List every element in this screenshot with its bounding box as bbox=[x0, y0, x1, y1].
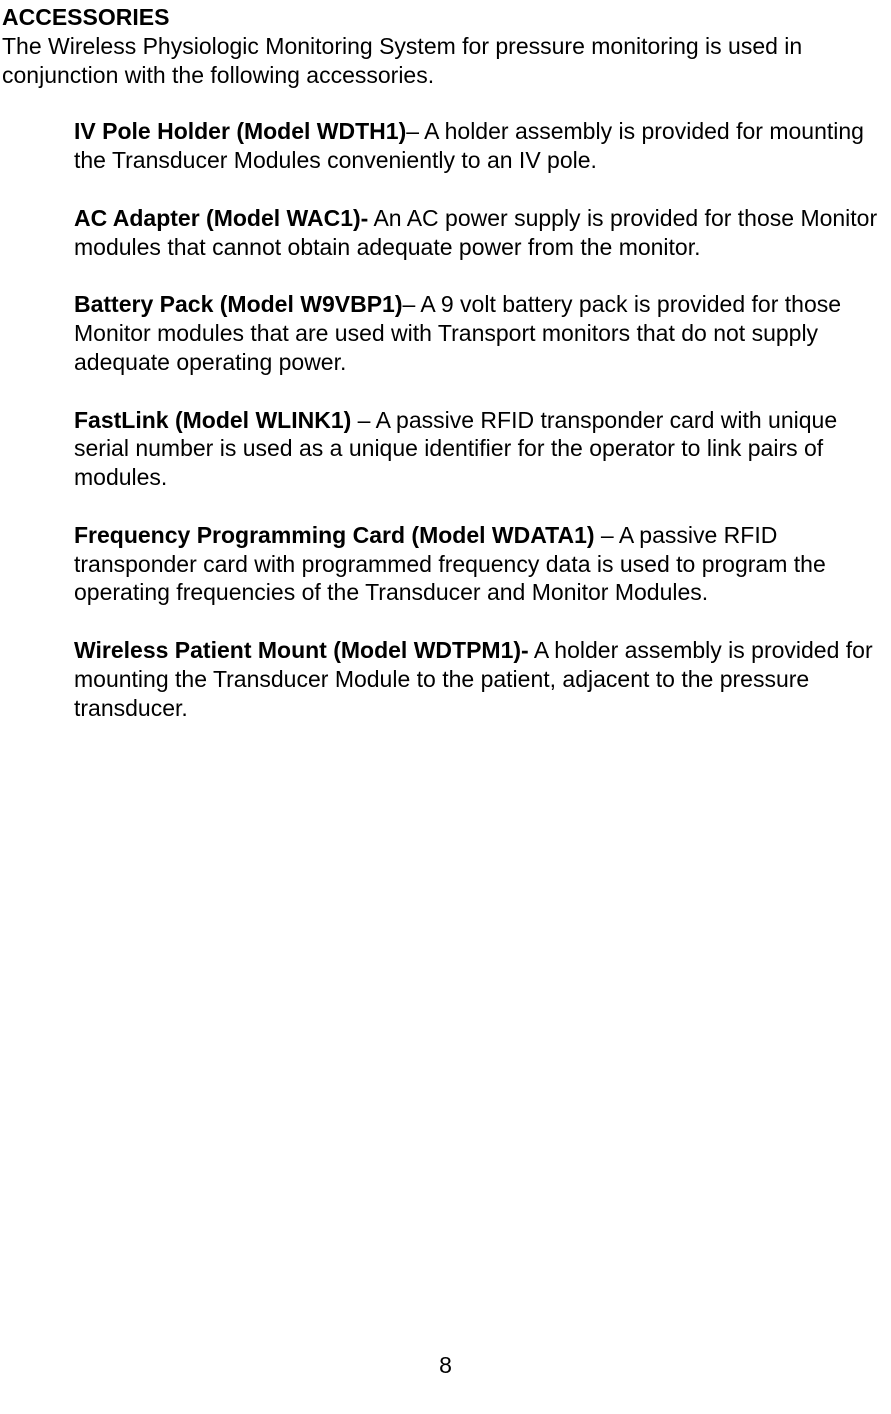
intro-text: The Wireless Physiologic Monitoring Syst… bbox=[0, 32, 891, 90]
accessory-item: Wireless Patient Mount (Model WDTPM1)- A… bbox=[74, 636, 887, 722]
accessory-item: Battery Pack (Model W9VBP1)– A 9 volt ba… bbox=[74, 290, 887, 376]
accessory-name: FastLink (Model WLINK1) bbox=[74, 407, 351, 433]
accessory-name: Frequency Programming Card (Model WDATA1… bbox=[74, 522, 595, 548]
accessory-name: AC Adapter (Model WAC1)- bbox=[74, 205, 368, 231]
accessory-name: IV Pole Holder (Model WDTH1) bbox=[74, 118, 406, 144]
accessory-name: Battery Pack (Model W9VBP1) bbox=[74, 291, 402, 317]
accessory-item: Frequency Programming Card (Model WDATA1… bbox=[74, 521, 887, 607]
page-number: 8 bbox=[0, 1351, 891, 1380]
accessory-item: FastLink (Model WLINK1) – A passive RFID… bbox=[74, 406, 887, 492]
accessory-item: AC Adapter (Model WAC1)- An AC power sup… bbox=[74, 204, 887, 262]
section-heading: ACCESSORIES bbox=[0, 3, 891, 32]
accessory-separator: – bbox=[351, 407, 375, 433]
accessory-separator: – bbox=[595, 522, 619, 548]
accessory-name: Wireless Patient Mount (Model WDTPM1)- bbox=[74, 637, 529, 663]
accessory-item: IV Pole Holder (Model WDTH1)– A holder a… bbox=[74, 117, 887, 175]
accessories-list: IV Pole Holder (Model WDTH1)– A holder a… bbox=[0, 117, 891, 722]
accessory-separator: – bbox=[402, 291, 420, 317]
accessory-separator: – bbox=[406, 118, 424, 144]
